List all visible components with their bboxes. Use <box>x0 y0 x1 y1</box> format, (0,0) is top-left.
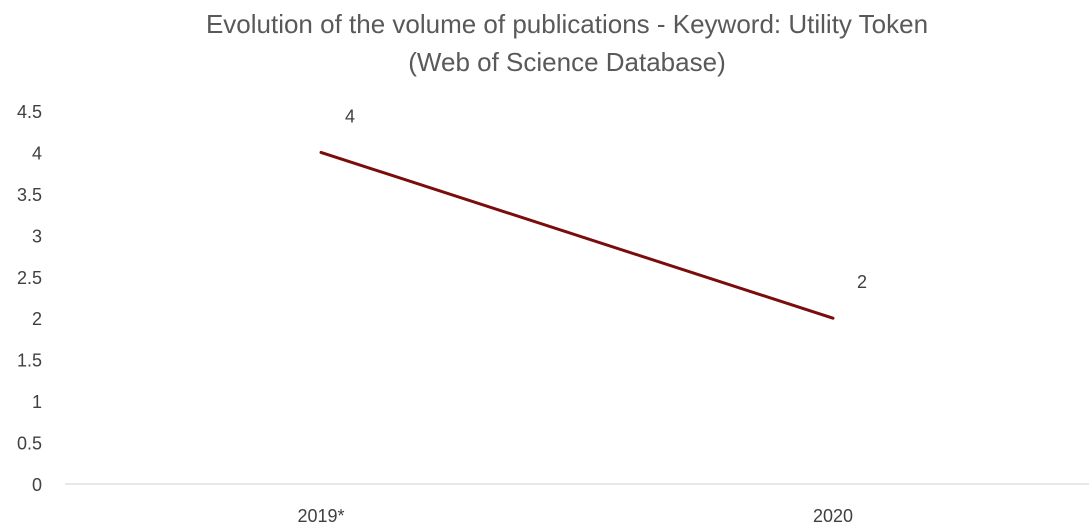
y-tick-label: 2 <box>32 309 42 329</box>
y-tick-label: 3.5 <box>17 185 42 205</box>
y-tick-label: 4.5 <box>17 102 42 122</box>
chart-subtitle: (Web of Science Database) <box>408 47 725 77</box>
data-label: 4 <box>345 106 355 126</box>
data-labels: 42 <box>345 106 867 292</box>
series-layer <box>319 150 835 320</box>
y-tick-label: 1.5 <box>17 351 42 371</box>
x-axis-ticks: 2019* 2020 <box>297 506 853 526</box>
y-tick-label: 0 <box>32 475 42 495</box>
y-tick-label: 1 <box>32 392 42 412</box>
y-tick-label: 2.5 <box>17 268 42 288</box>
y-tick-label: 4 <box>32 143 42 163</box>
x-tick-label: 2019* <box>297 506 344 526</box>
y-tick-label: 3 <box>32 226 42 246</box>
y-axis-ticks: 0 0.5 1 1.5 2 2.5 3 3.5 4 4.5 <box>17 102 42 495</box>
y-tick-label: 0.5 <box>17 434 42 454</box>
data-label: 2 <box>857 272 867 292</box>
chart-title: Evolution of the volume of publications … <box>206 9 928 39</box>
series-line-0 <box>319 150 835 320</box>
x-tick-label: 2020 <box>813 506 853 526</box>
